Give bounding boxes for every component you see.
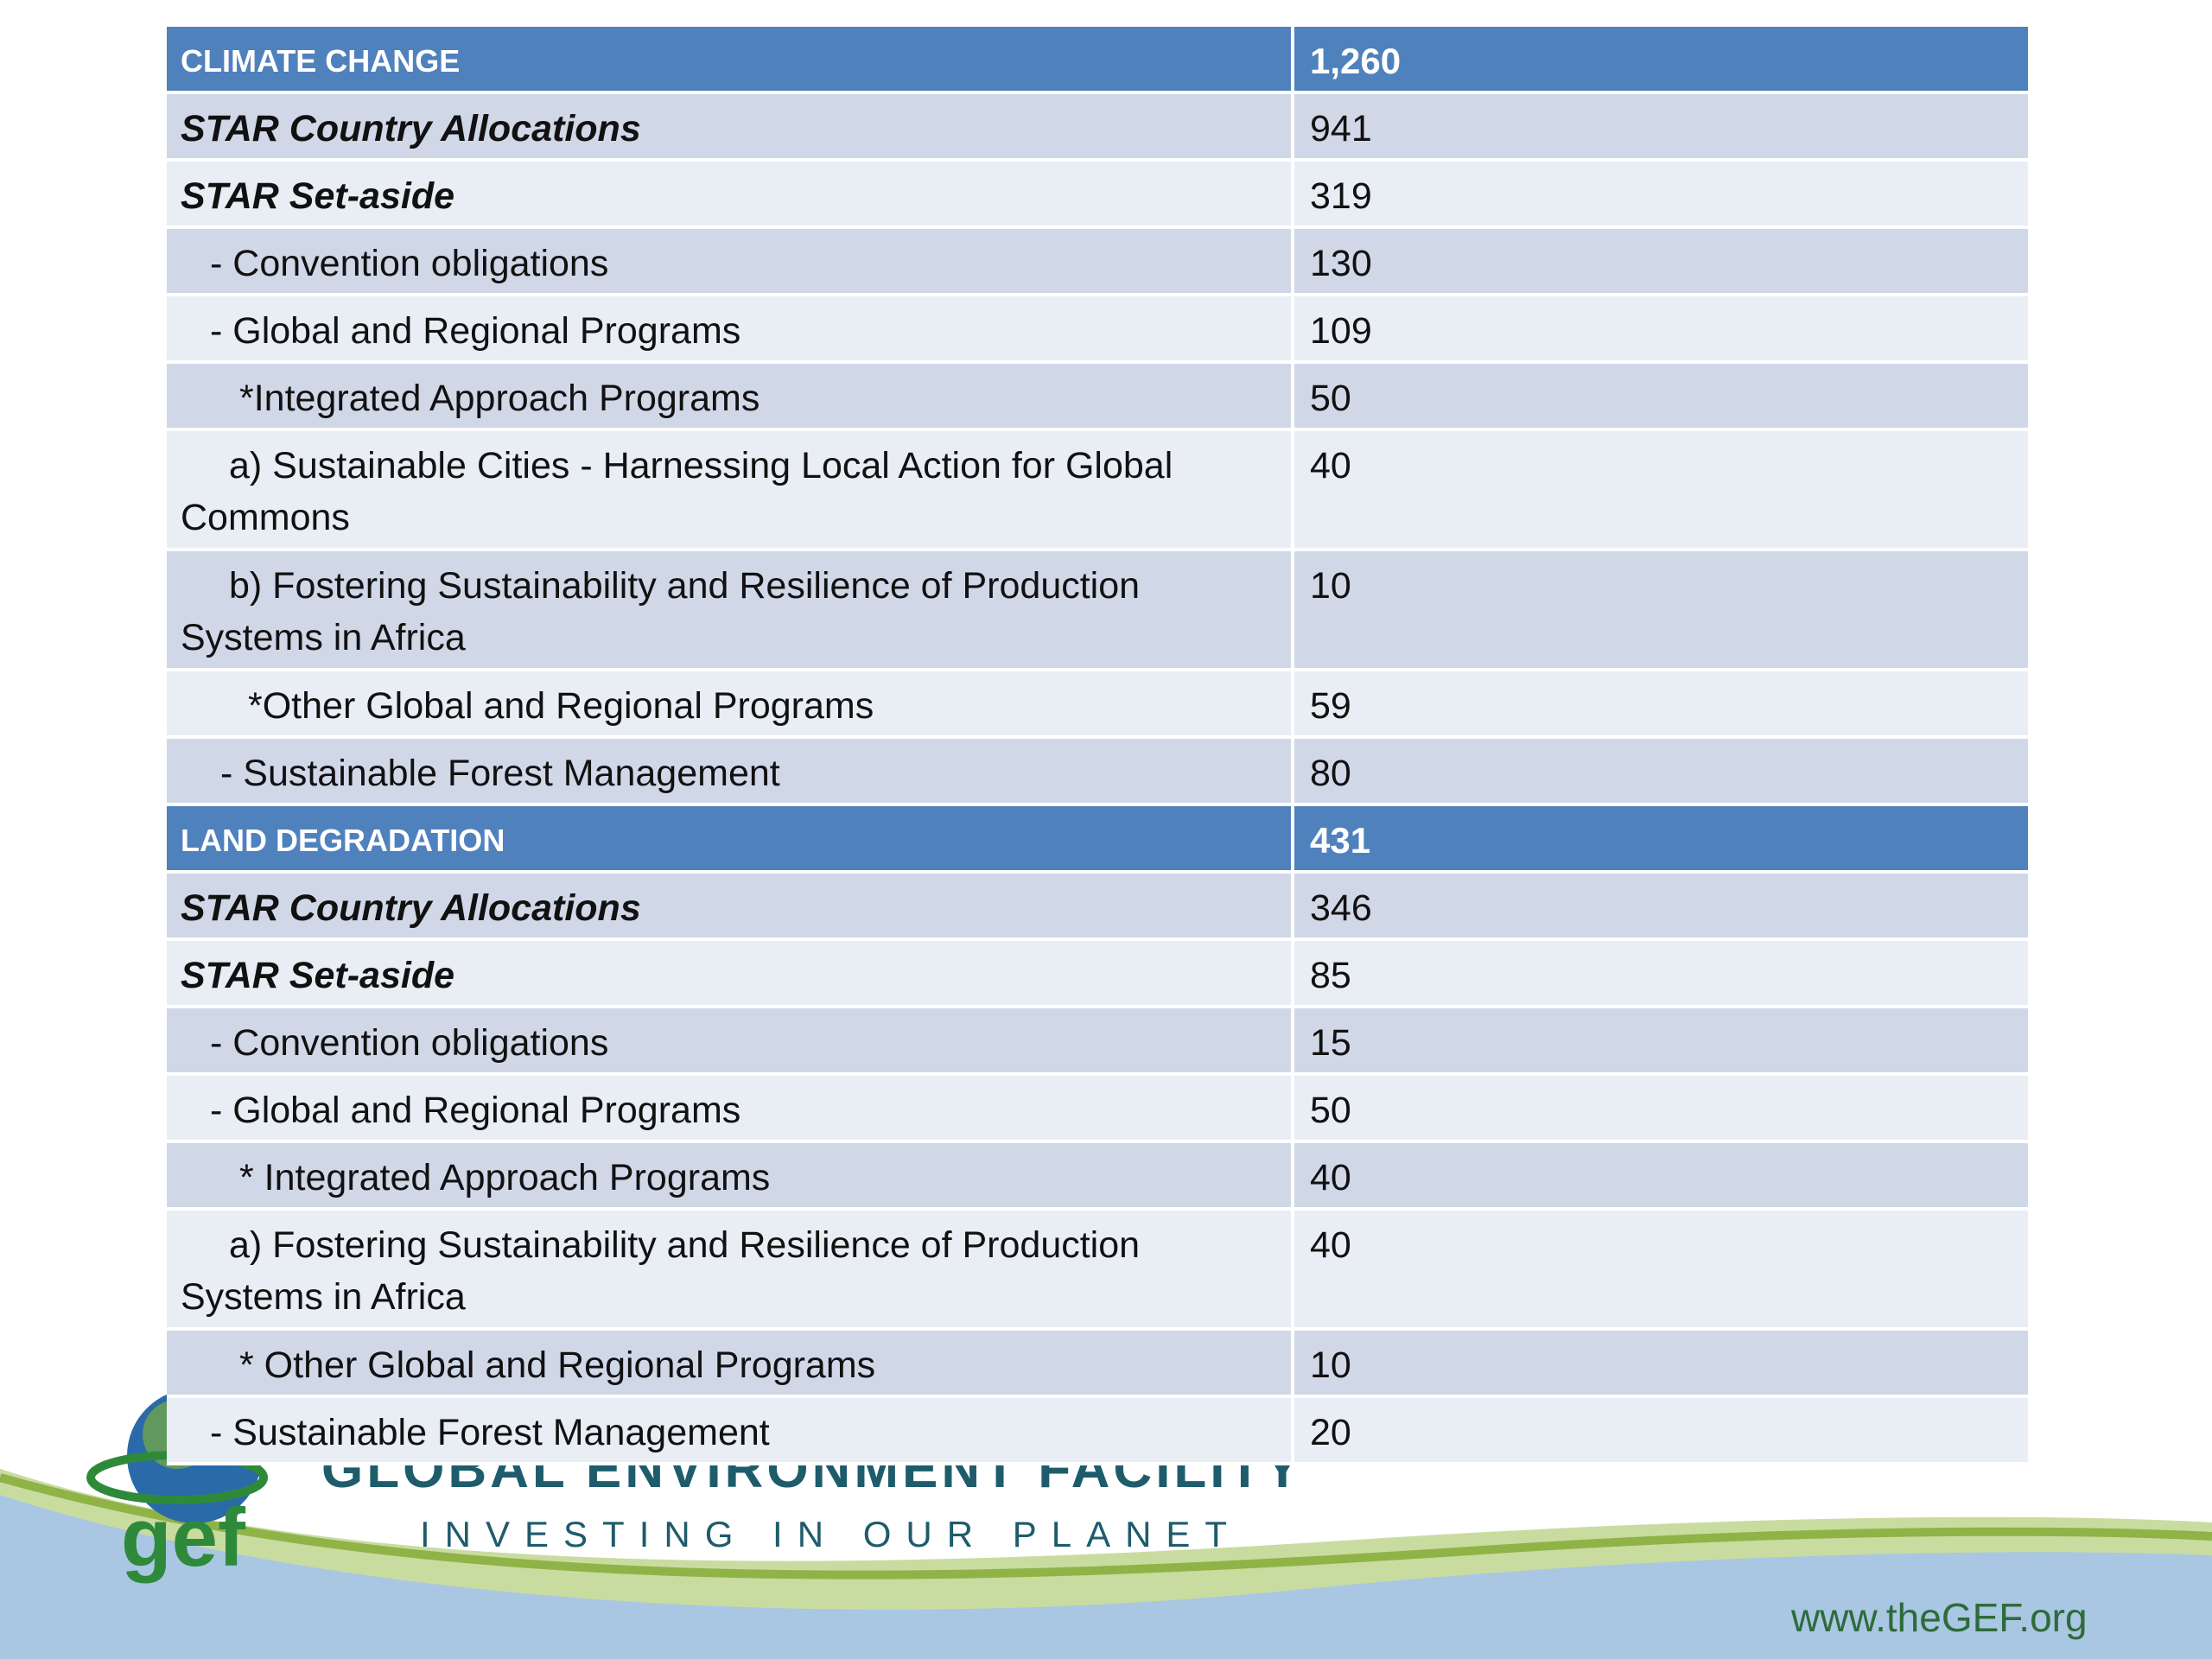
row-label: - Global and Regional Programs [167,296,1291,364]
row-value: 80 [1291,739,2028,806]
row-value: 85 [1291,941,2028,1008]
row-label: a) Fostering Sustainability and Resilien… [167,1211,1291,1331]
row-label: - Convention obligations [167,1008,1291,1076]
row-value: 109 [1291,296,2028,364]
table-row: STAR Country Allocations 941 [167,94,2028,162]
table-row: *Integrated Approach Programs 50 [167,364,2028,431]
row-value: 50 [1291,364,2028,431]
row-label: - Sustainable Forest Management [167,1398,1291,1465]
row-value: 130 [1291,229,2028,296]
row-value: 50 [1291,1076,2028,1143]
row-value: 1,260 [1291,27,2028,94]
allocation-table: CLIMATE CHANGE 1,260 STAR Country Allocati… [167,27,2028,1465]
row-value: 431 [1291,806,2028,874]
row-label: * Other Global and Regional Programs [167,1331,1291,1398]
row-label: * Integrated Approach Programs [167,1143,1291,1211]
row-value: 40 [1291,431,2028,551]
table-row: a) Sustainable Cities - Harnessing Local… [167,431,2028,551]
row-label: *Other Global and Regional Programs [167,671,1291,739]
row-label: - Sustainable Forest Management [167,739,1291,806]
row-value: 941 [1291,94,2028,162]
table-row: - Global and Regional Programs 109 [167,296,2028,364]
table-row: - Sustainable Forest Management 20 [167,1398,2028,1465]
row-label: STAR Set-aside [167,941,1291,1008]
row-label: STAR Country Allocations [167,874,1291,941]
table-row: *Other Global and Regional Programs 59 [167,671,2028,739]
table-row: - Sustainable Forest Management 80 [167,739,2028,806]
logo-text: gef [121,1491,245,1584]
table-row: b) Fostering Sustainability and Resilien… [167,551,2028,671]
row-value: 10 [1291,1331,2028,1398]
tagline: INVESTING IN OUR PLANET [420,1514,1243,1554]
table-row: * Integrated Approach Programs 40 [167,1143,2028,1211]
url: www.theGEF.org [1791,1595,2088,1640]
blue-wave [0,1469,2212,1659]
table-row: CLIMATE CHANGE 1,260 [167,27,2028,94]
table-row: LAND DEGRADATION 431 [167,806,2028,874]
row-value: 10 [1291,551,2028,671]
table-row: a) Fostering Sustainability and Resilien… [167,1211,2028,1331]
table-row: - Convention obligations 130 [167,229,2028,296]
row-value: 346 [1291,874,2028,941]
row-value: 20 [1291,1398,2028,1465]
row-value: 59 [1291,671,2028,739]
row-label: STAR Set-aside [167,162,1291,229]
row-value: 40 [1291,1143,2028,1211]
row-label: STAR Country Allocations [167,94,1291,162]
table-row: * Other Global and Regional Programs 10 [167,1331,2028,1398]
table-row: STAR Country Allocations 346 [167,874,2028,941]
row-label: b) Fostering Sustainability and Resilien… [167,551,1291,671]
row-label: - Global and Regional Programs [167,1076,1291,1143]
row-label: CLIMATE CHANGE [167,27,1291,94]
row-label: - Convention obligations [167,229,1291,296]
table-row: - Convention obligations 15 [167,1008,2028,1076]
green-line [0,1473,2212,1580]
row-label: *Integrated Approach Programs [167,364,1291,431]
row-value: 40 [1291,1211,2028,1331]
row-value: 15 [1291,1008,2028,1076]
row-label: LAND DEGRADATION [167,806,1291,874]
row-value: 319 [1291,162,2028,229]
row-label: a) Sustainable Cities - Harnessing Local… [167,431,1291,551]
table-row: STAR Set-aside 319 [167,162,2028,229]
green-wave [0,1469,2212,1610]
table-row: STAR Set-aside 85 [167,941,2028,1008]
table-row: - Global and Regional Programs 50 [167,1076,2028,1143]
